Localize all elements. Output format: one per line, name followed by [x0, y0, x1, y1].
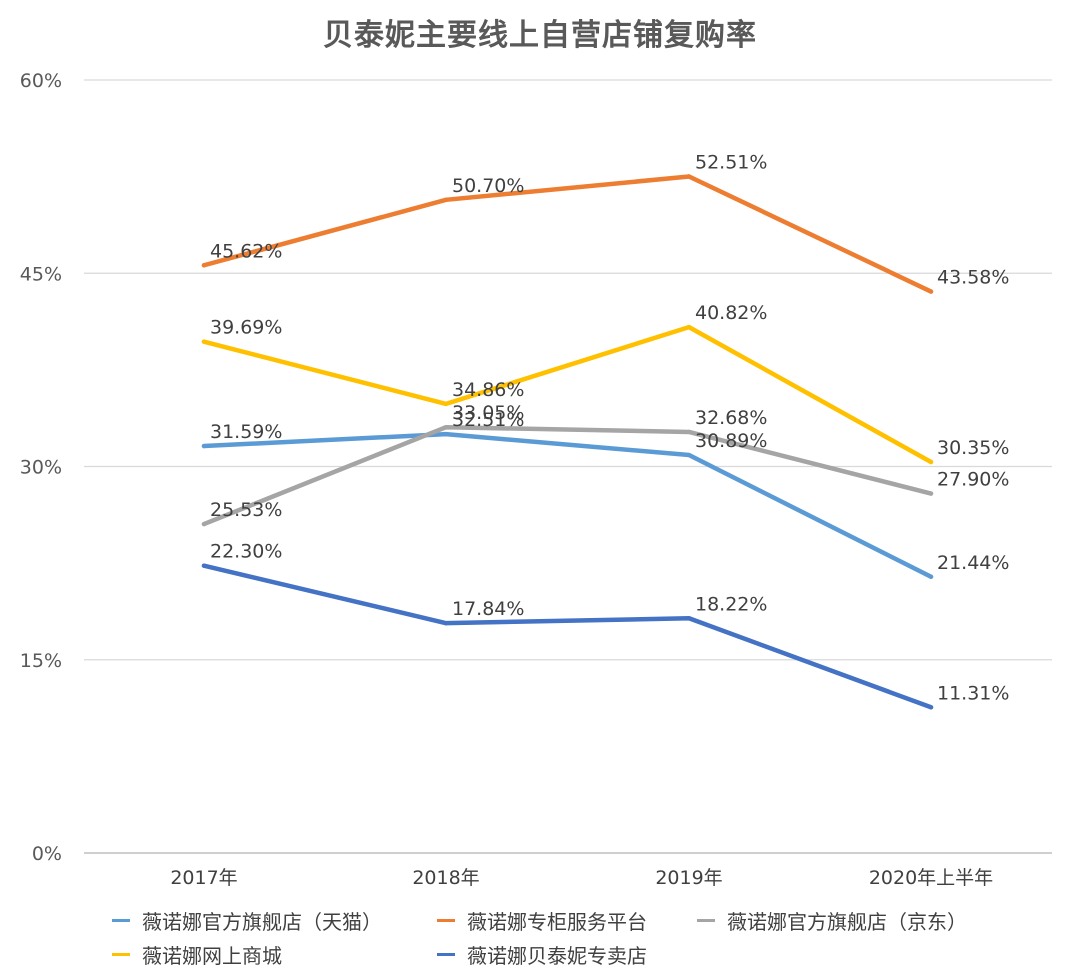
series-line	[201, 424, 934, 527]
legend-label: 薇诺娜官方旗舰店（天猫）	[142, 910, 382, 934]
data-label: 30.35%	[937, 437, 1009, 459]
y-tick-label: 30%	[20, 457, 62, 479]
legend-swatch	[112, 919, 130, 922]
data-point	[443, 197, 449, 203]
series-line	[201, 174, 934, 294]
y-tick-label: 60%	[20, 70, 62, 92]
data-point	[928, 289, 934, 294]
data-point	[201, 563, 207, 568]
data-label: 21.44%	[937, 552, 1009, 574]
data-point	[443, 401, 449, 407]
legend-label: 薇诺娜专柜服务平台	[467, 910, 647, 934]
legend-item-counter-service: 薇诺娜专柜服务平台	[437, 906, 647, 935]
data-point	[201, 443, 207, 449]
series-line	[201, 324, 934, 465]
line-chart: 0% 15% 30% 45% 60% 2017年 2018年 2019年 2020年上半年 31.…	[20, 70, 1052, 889]
data-point	[686, 452, 692, 458]
legend-swatch	[437, 919, 455, 922]
data-label: 39.69%	[210, 317, 282, 339]
data-point	[928, 705, 934, 710]
data-label: 27.90%	[937, 469, 1009, 491]
data-label: 32.51%	[452, 409, 524, 431]
data-label: 33.05%	[452, 402, 524, 424]
legend-label: 薇诺娜贝泰妮专卖店	[467, 944, 647, 968]
data-label: 50.70%	[452, 175, 524, 197]
data-point	[686, 429, 692, 435]
legend-swatch	[437, 953, 455, 956]
chart-title: 贝泰妮主要线上自营店铺复购率	[323, 18, 757, 53]
data-point	[201, 521, 207, 527]
x-tick-label: 2017年	[170, 867, 237, 889]
data-label: 31.59%	[210, 421, 282, 443]
x-tick-label: 2018年	[412, 867, 479, 889]
data-point	[443, 431, 449, 437]
data-point	[928, 574, 934, 579]
legend-label: 薇诺娜网上商城	[142, 944, 282, 968]
data-label: 18.22%	[695, 593, 767, 615]
legend-item-tmall-flagship: 薇诺娜官方旗舰店（天猫）	[112, 906, 382, 935]
legend-item-specialty-store: 薇诺娜贝泰妮专卖店	[437, 940, 647, 969]
x-tick-label: 2020年上半年	[869, 867, 993, 889]
data-point	[443, 620, 449, 626]
data-point	[201, 263, 207, 268]
data-label: 11.31%	[937, 682, 1009, 704]
data-point	[686, 324, 692, 330]
legend-swatch	[697, 919, 715, 922]
data-label: 52.51%	[695, 151, 767, 173]
y-tick-label: 15%	[20, 650, 62, 672]
data-point	[201, 339, 207, 344]
legend-swatch	[112, 953, 130, 956]
data-label: 17.84%	[452, 598, 524, 620]
data-label: 45.62%	[210, 240, 282, 262]
data-point	[443, 425, 449, 430]
data-label: 34.86%	[452, 379, 524, 401]
data-label: 43.58%	[937, 267, 1009, 289]
data-label: 22.30%	[210, 541, 282, 563]
data-point	[928, 491, 934, 496]
data-label: 32.68%	[695, 407, 767, 429]
y-tick-label: 45%	[20, 263, 62, 285]
data-label: 40.82%	[695, 302, 767, 324]
data-point	[686, 616, 692, 621]
legend-label: 薇诺娜官方旗舰店（京东）	[727, 910, 967, 934]
legend-item-online-mall: 薇诺娜网上商城	[112, 940, 282, 969]
x-tick-label: 2019年	[655, 867, 722, 889]
data-point	[928, 459, 934, 465]
series-line	[201, 431, 934, 580]
data-label: 25.53%	[210, 499, 282, 521]
series-line	[201, 563, 934, 710]
legend-item-jd-flagship: 薇诺娜官方旗舰店（京东）	[697, 906, 967, 935]
y-tick-label: 0%	[32, 843, 62, 865]
data-point	[686, 174, 692, 179]
data-label: 30.89%	[695, 430, 767, 452]
